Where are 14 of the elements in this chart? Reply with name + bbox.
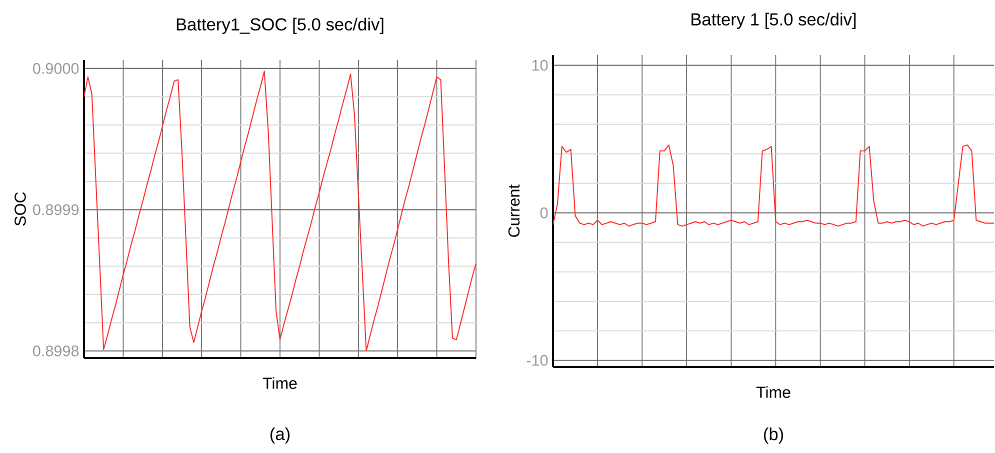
x-axis-title: Time: [262, 377, 297, 389]
chart-title: Battery 1 [5.0 sec/div]: [692, 12, 856, 29]
text: (b): [764, 428, 784, 444]
y-axis-title: SOC: [14, 192, 26, 226]
y-tick-label: -10: [526, 354, 548, 366]
y-tick-label: 10: [532, 60, 548, 71]
y-tick-label: 0: [540, 207, 548, 218]
x-axis-title: Time: [756, 386, 790, 398]
y-axis-title: Current: [508, 184, 520, 237]
y-tick-label: 0.8999: [32, 204, 79, 216]
chart-title: Battery1_SOC [5.0 sec/div]: [176, 18, 384, 34]
y-tick-label: 0.8998: [32, 346, 79, 356]
y-tick-label: 0.9000: [32, 63, 79, 74]
text: (a): [270, 427, 290, 444]
